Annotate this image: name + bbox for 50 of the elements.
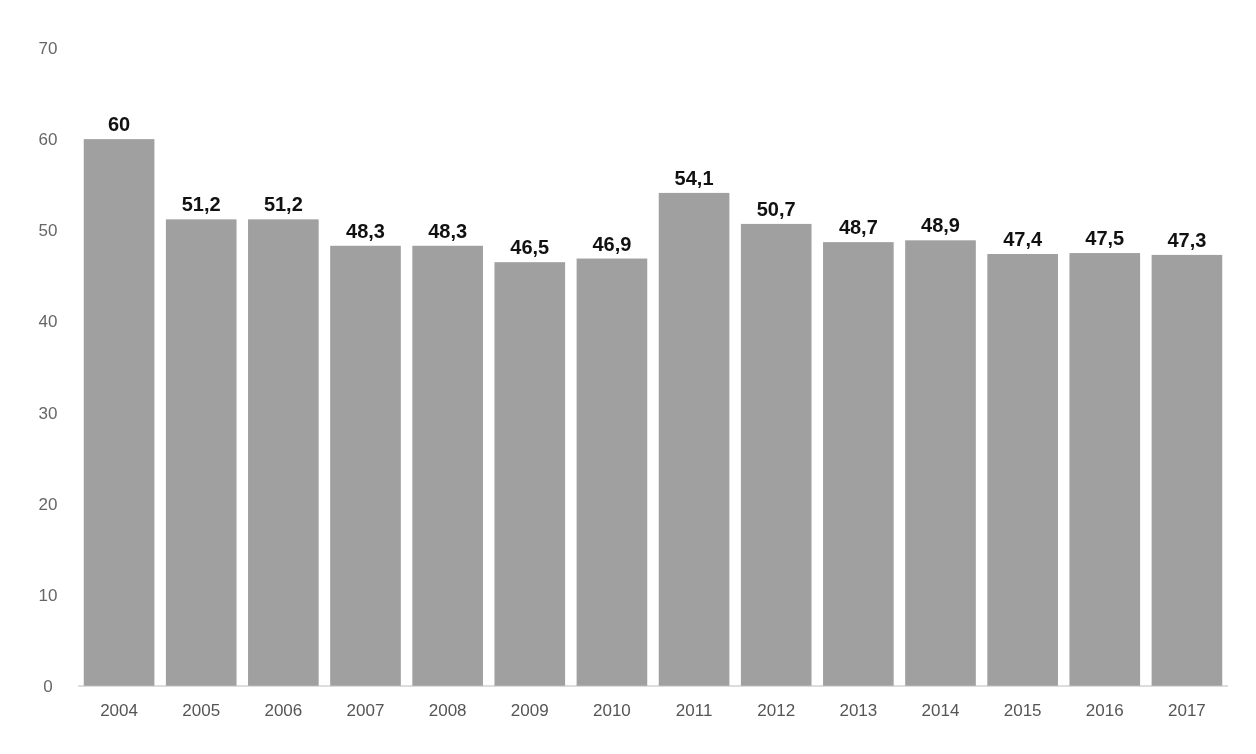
x-tick-label: 2015 — [1003, 701, 1042, 720]
bar — [412, 245, 483, 686]
data-label: 51,2 — [263, 193, 303, 216]
x-tick-label: 2008 — [428, 701, 467, 720]
y-tick-label: 50 — [38, 221, 58, 241]
data-label: 48,3 — [428, 219, 468, 242]
data-label: 51,2 — [181, 193, 221, 216]
data-label: 47,5 — [1085, 227, 1125, 250]
bar — [248, 219, 319, 686]
data-label: 46,5 — [510, 236, 550, 259]
data-label: 48,7 — [838, 216, 878, 239]
x-tick-label: 2013 — [839, 701, 878, 720]
bar — [330, 245, 401, 686]
x-tick-label: 2006 — [264, 701, 303, 720]
bar — [83, 139, 155, 686]
bar — [905, 240, 976, 686]
x-tick-label: 2009 — [510, 701, 549, 720]
x-tick-label: 2012 — [757, 701, 796, 720]
data-label: 47,3 — [1167, 228, 1207, 251]
x-tick-label: 2011 — [675, 701, 713, 720]
x-tick-label: 2017 — [1168, 701, 1206, 720]
x-tick-label: 2005 — [182, 701, 221, 720]
y-tick-label: 40 — [38, 312, 58, 332]
bar — [1151, 254, 1223, 686]
y-tick-label: 60 — [38, 130, 58, 150]
bar — [165, 219, 237, 686]
data-label: 50,7 — [756, 197, 796, 220]
x-tick-label: 2010 — [593, 701, 631, 720]
x-tick-label: 2016 — [1085, 701, 1124, 720]
data-label: 48,9 — [921, 214, 960, 237]
y-tick-label: 30 — [38, 403, 58, 423]
data-label: 54,1 — [674, 166, 714, 189]
bar — [658, 192, 730, 686]
data-label: 60 — [107, 113, 131, 136]
bar — [494, 262, 566, 686]
y-tick-label: 20 — [38, 494, 58, 514]
x-tick-label: 2014 — [921, 701, 960, 720]
bar — [576, 258, 648, 686]
y-tick-label: 10 — [38, 585, 58, 605]
x-tick-label: 2007 — [346, 701, 385, 720]
bar — [987, 253, 1058, 686]
y-tick-label: 0 — [43, 676, 53, 696]
x-tick-label: 2004 — [100, 701, 138, 720]
data-label: 46,9 — [592, 232, 632, 255]
data-label: 47,4 — [1003, 227, 1043, 250]
y-tick-label: 70 — [38, 38, 58, 58]
bar — [1069, 253, 1141, 686]
bar — [823, 242, 894, 686]
data-label: 48,3 — [346, 219, 385, 242]
bar — [740, 223, 812, 686]
